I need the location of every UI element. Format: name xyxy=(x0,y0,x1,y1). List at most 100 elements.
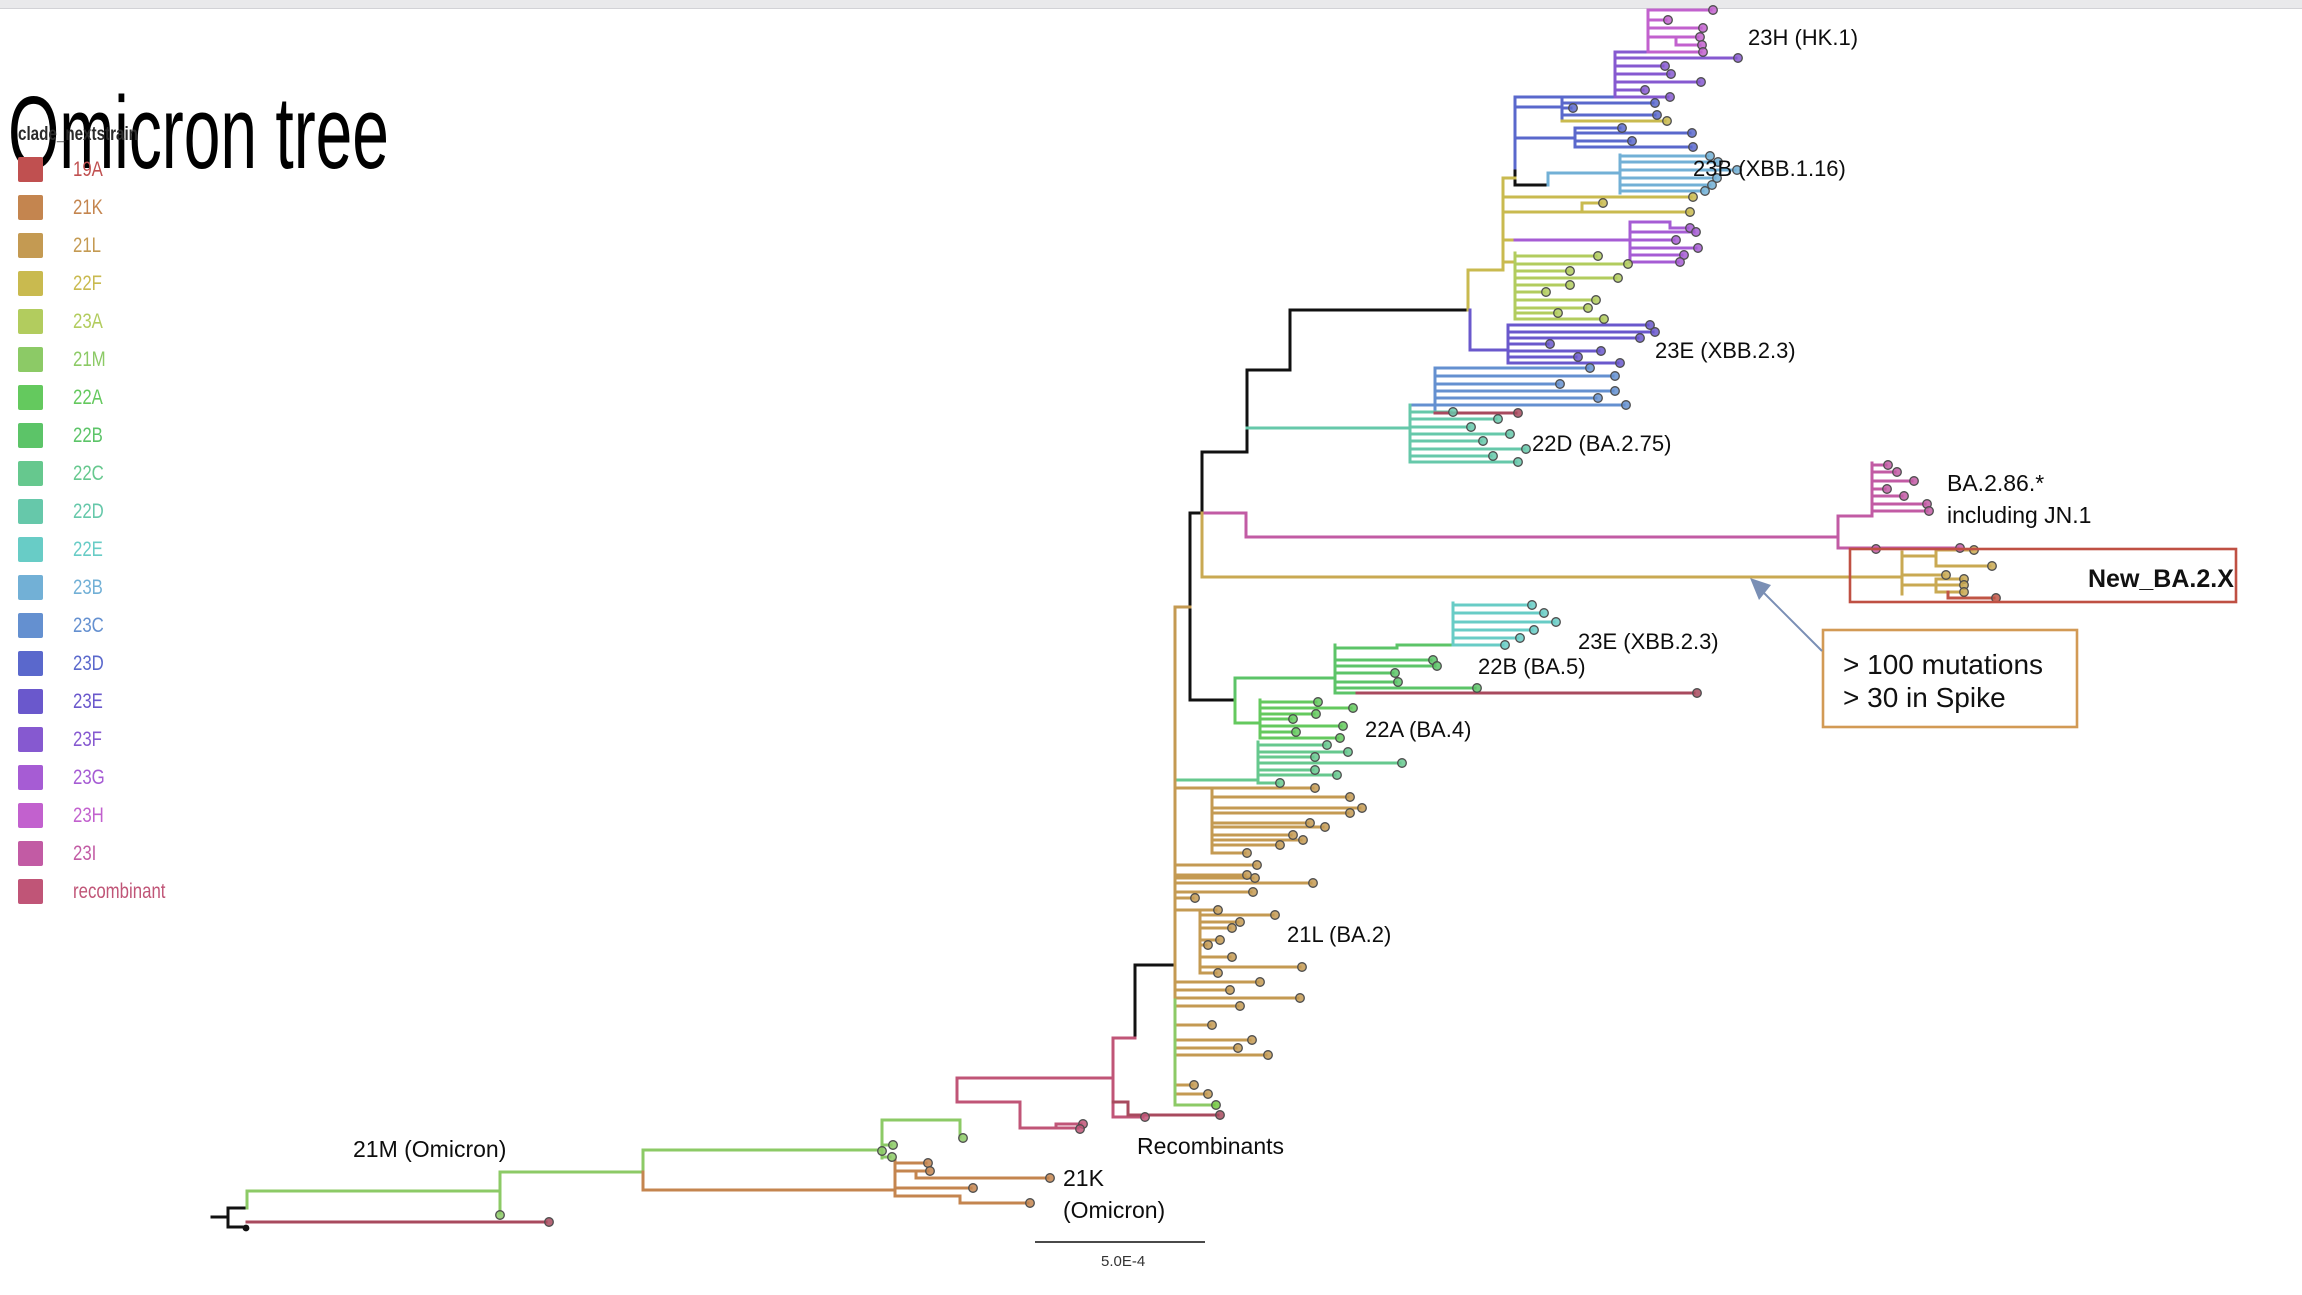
legend-item-21L: 21L xyxy=(18,233,189,258)
clade-label-22b: 22B (BA.5) xyxy=(1478,654,1586,679)
legend-item-label: 23H xyxy=(73,803,104,827)
tree-labels: 23H (HK.1) 23B (XBB.1.16) 23E (XBB.2.3) … xyxy=(353,25,2234,1223)
legend-item-22E: 22E xyxy=(18,537,189,562)
branch-22C xyxy=(1173,740,1402,785)
legend-item-label: recombinant xyxy=(73,879,166,903)
branch-maroon-tips xyxy=(245,411,1696,1224)
tip-dot-23C xyxy=(1610,386,1620,396)
clade-label-23e-upper: 23E (XBB.2.3) xyxy=(1655,338,1796,363)
tip-dot-23E xyxy=(1596,346,1606,356)
branch-red-tip xyxy=(1946,590,1996,600)
tip-dot-23D xyxy=(1687,128,1697,138)
legend-item-22F: 22F xyxy=(18,271,189,296)
tip-dot-23F xyxy=(1640,85,1650,95)
tip-dot-23I xyxy=(1924,506,1934,516)
tip-dot-22D xyxy=(1478,436,1488,446)
legend-header: clade_nextstrain xyxy=(18,124,138,145)
tip-dot-23G xyxy=(1693,243,1703,253)
tip-dot-23E xyxy=(1545,339,1555,349)
tip-dot-bright_green xyxy=(1211,1100,1221,1110)
tip-dot-21L xyxy=(1242,870,1252,880)
legend-item-label: 23E xyxy=(73,689,103,713)
tip-dot-21L xyxy=(1215,935,1225,945)
clade-label-22d: 22D (BA.2.75) xyxy=(1532,431,1671,456)
tip-dot-23A xyxy=(1565,266,1575,276)
branch-ba286 xyxy=(1200,461,1960,550)
tip-dot-23A xyxy=(1613,273,1623,283)
branch-22F xyxy=(1466,119,1693,312)
tip-dot-22E xyxy=(1527,600,1537,610)
legend-swatch-icon xyxy=(18,879,43,904)
tip-dot-23I xyxy=(1883,460,1893,470)
tip-dot-22D xyxy=(1448,407,1458,417)
branch-22D xyxy=(1245,403,1526,464)
tip-dot-22A xyxy=(1288,714,1298,724)
legend-swatch-icon xyxy=(18,537,43,562)
tip-dot-21L xyxy=(1190,893,1200,903)
tip-dot-22E xyxy=(1529,625,1539,635)
tip-dot-22F xyxy=(1662,116,1672,126)
branch-23E-lower-teal xyxy=(1451,601,1556,647)
legend-swatch-icon xyxy=(18,423,43,448)
backbone-trunk xyxy=(210,166,1550,1229)
legend-swatch-icon xyxy=(18,575,43,600)
tip-dot-21L xyxy=(1227,923,1237,933)
branch-21K xyxy=(641,1158,1050,1205)
tip-dot-21L xyxy=(1250,873,1260,883)
tip-dot-23H xyxy=(1708,5,1718,15)
tip-dot-22C xyxy=(1310,765,1320,775)
tip-dot-21L xyxy=(1213,968,1223,978)
tip-dot-23D xyxy=(1617,123,1627,133)
legend-swatch-icon xyxy=(18,613,43,638)
tip-dot-23A xyxy=(1583,303,1593,313)
tip-dot-recombinant xyxy=(1075,1124,1085,1134)
tip-dot-23B xyxy=(1712,173,1722,183)
legend-item-23I: 23I xyxy=(18,841,189,866)
branch-23A xyxy=(1513,251,1628,321)
tip-dot-23H xyxy=(1698,47,1708,57)
tip-dot-maroon xyxy=(1215,1110,1225,1120)
legend-item-21K: 21K xyxy=(18,195,189,220)
legend-item-label: 22E xyxy=(73,537,103,561)
tip-dot-22A xyxy=(1313,697,1323,707)
tip-dot-22C xyxy=(1332,770,1342,780)
tip-dot-23G xyxy=(1671,235,1681,245)
tip-dot-23C xyxy=(1585,363,1595,373)
tip-dot-23H xyxy=(1663,15,1673,25)
tip-dot-23E xyxy=(1615,358,1625,368)
legend-item-label: 23C xyxy=(73,613,104,637)
tip-dot-21L xyxy=(1233,1043,1243,1053)
tip-dot-22F xyxy=(1598,198,1608,208)
tip-dot-23D xyxy=(1650,98,1660,108)
tip-dot-21L xyxy=(1242,848,1252,858)
tip-dot-21K xyxy=(925,1166,935,1176)
legend-swatch-icon xyxy=(18,765,43,790)
tip-dot-23I xyxy=(1892,467,1902,477)
tip-dot-22C xyxy=(1310,752,1320,762)
clade-label-23e-lower: 23E (XBB.2.3) xyxy=(1578,629,1719,654)
tip-dot-23G xyxy=(1691,227,1701,237)
legend-item-recombinant: recombinant xyxy=(18,879,189,904)
tip-dot-23H xyxy=(1695,32,1705,42)
tip-dot-21L xyxy=(1305,818,1315,828)
legend-item-label: 22F xyxy=(73,271,102,295)
label-new-ba2x: New_BA.2.X xyxy=(2088,565,2234,593)
tree-tip-dots xyxy=(495,5,2001,1227)
branch-21M xyxy=(245,998,1216,1215)
tip-dot-23D xyxy=(1652,110,1662,120)
tip-dot-maroon xyxy=(1513,408,1523,418)
tip-dot-22F xyxy=(1685,207,1695,217)
tip-dot-21L xyxy=(1255,977,1265,987)
legend-item-23E: 23E xyxy=(18,689,189,714)
legend-swatch-icon xyxy=(18,841,43,866)
legend-item-label: 23A xyxy=(73,309,103,333)
tip-dot-21L xyxy=(1270,910,1280,920)
label-recombinants: Recombinants xyxy=(1137,1133,1284,1159)
tip-dot-23D xyxy=(1688,142,1698,152)
legend-swatch-icon xyxy=(18,157,43,182)
tip-dot-23A xyxy=(1599,314,1609,324)
tip-dot-21K xyxy=(968,1183,978,1193)
tip-dot-22D xyxy=(1521,444,1531,454)
legend-swatch-icon xyxy=(18,233,43,258)
legend-item-label: 22B xyxy=(73,423,103,447)
